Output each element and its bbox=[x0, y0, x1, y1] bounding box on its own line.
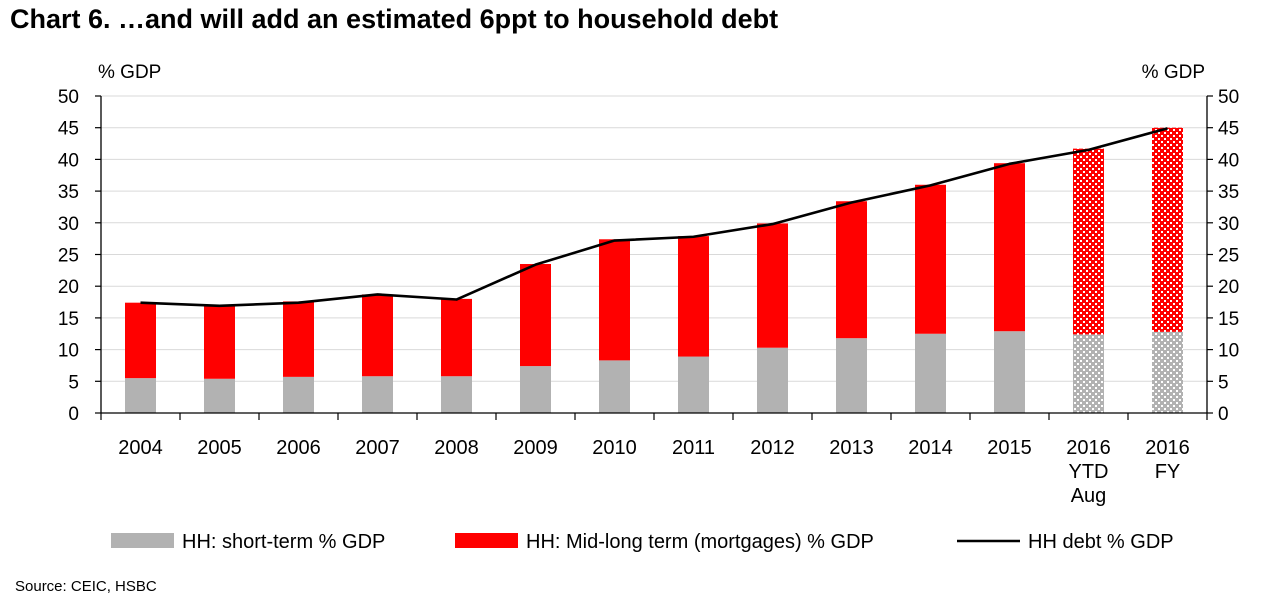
axes: 0 0 5 5 10 10 15 15 20 20 25 25 30 30 35 35 40 40 45 45 50 50… bbox=[58, 87, 1239, 507]
bar-short-term bbox=[283, 376, 314, 413]
left-tick-label: 25 bbox=[58, 246, 79, 267]
bar-short-term bbox=[125, 378, 156, 413]
left-tick-label: 15 bbox=[58, 309, 79, 330]
bar-mid-long-term bbox=[678, 236, 709, 357]
right-tick-label: 0 bbox=[1218, 404, 1229, 425]
bar-mid-long-term bbox=[599, 239, 630, 361]
right-tick-label: 35 bbox=[1218, 182, 1239, 203]
x-tick-label: 2011 bbox=[672, 437, 715, 459]
bar-mid-long-term bbox=[836, 201, 867, 339]
chart-title: Chart 6. …and will add an estimated 6ppt… bbox=[10, 4, 779, 34]
left-tick-label: 35 bbox=[58, 182, 79, 203]
source-note: Source: CEIC, HSBC bbox=[15, 578, 157, 595]
x-tick-label: 2007 bbox=[355, 437, 400, 459]
bar-mid-long-term bbox=[125, 302, 156, 379]
bar-short-term bbox=[362, 376, 393, 413]
hh-debt-line bbox=[140, 127, 1168, 308]
bar-mid-long-term bbox=[915, 184, 946, 334]
legend-label-hh-debt: HH debt % GDP bbox=[1028, 531, 1174, 553]
hh-debt-line-path bbox=[140, 127, 1168, 308]
left-tick-label: 10 bbox=[58, 341, 79, 362]
bar-short-term bbox=[757, 347, 788, 413]
x-tick-label: 2015 bbox=[987, 437, 1032, 459]
bar-short-term bbox=[915, 333, 946, 413]
x-tick-label: 2016 FY bbox=[1145, 437, 1190, 483]
x-tick-label: 2006 bbox=[276, 437, 321, 459]
bar-short-term bbox=[441, 376, 472, 413]
bar-mid-long-term bbox=[1152, 127, 1183, 332]
bar-mid-long-term bbox=[362, 294, 393, 377]
left-tick-label: 0 bbox=[68, 404, 79, 425]
right-axis-unit-label: % GDP bbox=[1142, 62, 1205, 83]
right-tick-label: 45 bbox=[1218, 119, 1239, 140]
right-tick-label: 5 bbox=[1218, 372, 1229, 393]
bar-short-term bbox=[520, 366, 551, 413]
x-tick-label: 2013 bbox=[829, 437, 874, 459]
right-tick-label: 20 bbox=[1218, 277, 1239, 298]
right-tick-label: 40 bbox=[1218, 150, 1239, 171]
bar-short-term bbox=[204, 378, 235, 413]
legend-label-short-term: HH: short-term % GDP bbox=[182, 531, 385, 553]
legend-swatch-mid-long-term bbox=[455, 533, 518, 548]
bar-short-term bbox=[599, 360, 630, 413]
bar-mid-long-term bbox=[204, 305, 235, 379]
left-tick-label: 40 bbox=[58, 150, 79, 171]
right-tick-label: 10 bbox=[1218, 341, 1239, 362]
left-axis-unit-label: % GDP bbox=[98, 62, 161, 83]
x-tick-label: 2009 bbox=[513, 437, 558, 459]
bar-mid-long-term bbox=[994, 163, 1025, 332]
right-tick-label: 15 bbox=[1218, 309, 1239, 330]
bar-mid-long-term bbox=[441, 298, 472, 377]
x-tick-label: 2014 bbox=[908, 437, 953, 459]
x-tick-label: 2012 bbox=[750, 437, 795, 459]
bar-short-term bbox=[678, 356, 709, 413]
x-tick-label: 2010 bbox=[592, 437, 637, 459]
left-tick-label: 30 bbox=[58, 214, 79, 235]
bar-mid-long-term bbox=[520, 264, 551, 367]
bar-short-term bbox=[1073, 334, 1104, 413]
right-tick-label: 25 bbox=[1218, 246, 1239, 267]
bar-short-term bbox=[994, 331, 1025, 413]
x-tick-label: 2016 YTD Aug bbox=[1066, 437, 1111, 507]
bars bbox=[125, 127, 1183, 413]
x-tick-label: 2005 bbox=[197, 437, 242, 459]
bar-short-term bbox=[836, 338, 867, 413]
right-tick-label: 30 bbox=[1218, 214, 1239, 235]
right-tick-label: 50 bbox=[1218, 87, 1239, 108]
legend: HH: short-term % GDP HH: Mid-long term (m… bbox=[111, 531, 1174, 553]
x-tick-label: 2008 bbox=[434, 437, 479, 459]
left-tick-label: 20 bbox=[58, 277, 79, 298]
legend-label-mid-long-term: HH: Mid-long term (mortgages) % GDP bbox=[526, 531, 874, 553]
bar-mid-long-term bbox=[283, 301, 314, 377]
left-tick-label: 45 bbox=[58, 119, 79, 140]
left-tick-label: 50 bbox=[58, 87, 79, 108]
x-tick-label: 2004 bbox=[118, 437, 163, 459]
left-tick-label: 5 bbox=[68, 372, 79, 393]
legend-swatch-short-term bbox=[111, 533, 174, 548]
bar-mid-long-term bbox=[757, 223, 788, 348]
bar-mid-long-term bbox=[1073, 148, 1104, 335]
bar-short-term bbox=[1152, 331, 1183, 413]
